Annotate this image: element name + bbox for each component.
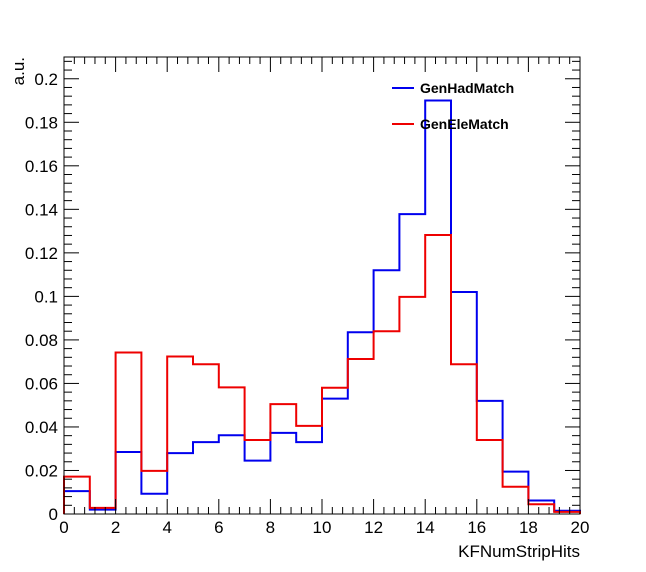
y-tick-label: 0.04 [25,418,58,437]
y-tick-label: 0.02 [25,461,58,480]
y-tick-label: 0.14 [25,200,58,219]
ticks-layer [63,57,581,515]
y-tick-label: 0.08 [25,331,58,350]
x-tick-label: 20 [571,518,590,537]
x-tick-label: 6 [214,518,223,537]
x-tick-label: 8 [266,518,275,537]
y-tick-label: 0.18 [25,113,58,132]
x-tick-label: 10 [313,518,332,537]
y-tick-label: 0 [49,505,58,524]
x-tick-label: 0 [59,518,68,537]
x-axis-title: KFNumStripHits [458,542,580,561]
x-tick-label: 14 [416,518,435,537]
y-tick-label: 0.1 [34,287,58,306]
y-tick-label: 0.16 [25,157,58,176]
legend-label: GenHadMatch [420,80,514,96]
y-tick-label: 0.2 [34,70,58,89]
legend-label: GenEleMatch [420,116,509,132]
series-layer [63,99,581,514]
x-tick-label: 12 [364,518,383,537]
y-tick-label: 0.06 [25,374,58,393]
x-tick-label: 2 [111,518,120,537]
series-line-genelematch [63,234,581,514]
y-tick-label: 0.12 [25,244,58,263]
x-tick-label: 18 [519,518,538,537]
x-tick-label: 4 [162,518,171,537]
x-tick-label: 16 [467,518,486,537]
y-axis-title: a.u. [9,57,28,85]
tick-labels-layer: 0 2 4 6 8 10 12 14 16 18 20 0 0.02 0.04 0.06 0.08 0.1 0.1… [25,70,590,537]
legend: GenHadMatch GenEleMatch [392,80,514,132]
